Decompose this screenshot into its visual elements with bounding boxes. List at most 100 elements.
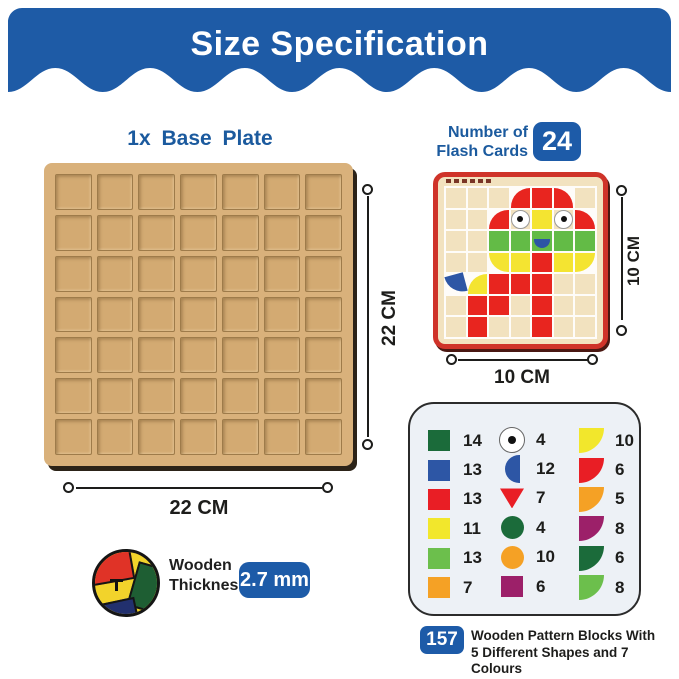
mosaic-cell bbox=[446, 252, 466, 273]
plate-cell bbox=[180, 337, 217, 374]
inventory-row: 11 bbox=[423, 514, 482, 543]
plate-cell bbox=[305, 419, 342, 455]
thickness-label-line2: Thickness bbox=[169, 577, 248, 594]
plate-cell bbox=[221, 378, 259, 415]
mosaic-cell bbox=[575, 274, 595, 294]
swatch-wrap bbox=[575, 457, 607, 483]
total-blocks-description: Wooden Pattern Blocks With 5 Different S… bbox=[471, 628, 679, 678]
square-swatch bbox=[428, 518, 450, 540]
dimension-endpoint bbox=[362, 184, 373, 195]
plate-cell bbox=[305, 214, 342, 251]
base-plate-title: 1x Base Plate bbox=[127, 127, 273, 150]
inventory-count: 13 bbox=[463, 489, 482, 509]
mosaic-cell bbox=[489, 188, 509, 208]
plate-cell bbox=[138, 337, 176, 374]
mosaic-cell bbox=[510, 317, 531, 337]
inventory-row: 12 bbox=[496, 454, 555, 484]
swatch-wrap bbox=[423, 430, 455, 452]
mosaic-cell bbox=[467, 295, 488, 316]
plate-cell bbox=[221, 419, 259, 455]
plate-cell bbox=[138, 419, 176, 455]
quarter-swatch bbox=[578, 545, 604, 571]
dimension-endpoint bbox=[63, 482, 74, 493]
smile-icon bbox=[534, 238, 551, 248]
plate-cell bbox=[55, 337, 92, 374]
header-banner: Size Specification bbox=[8, 8, 671, 104]
inventory-row: 6 bbox=[575, 544, 634, 573]
mosaic-cell bbox=[467, 274, 488, 294]
inventory-count: 11 bbox=[463, 518, 481, 538]
mosaic-cell bbox=[467, 209, 488, 230]
flash-card-width-label: 10 CM bbox=[494, 367, 550, 388]
caliper-mark bbox=[110, 579, 123, 591]
inventory-column-squares: 14 13 13 11 13 7 bbox=[423, 426, 482, 602]
mosaic-cell bbox=[446, 188, 466, 208]
mosaic-cell bbox=[532, 209, 552, 230]
inventory-count: 6 bbox=[536, 576, 546, 596]
mosaic-cell bbox=[532, 274, 552, 294]
quarter-swatch bbox=[578, 457, 604, 483]
flash-card-width-line bbox=[458, 359, 588, 361]
mosaic-cell bbox=[553, 188, 574, 208]
flash-cards-count-badge: 24 bbox=[533, 122, 581, 161]
mosaic-cell bbox=[575, 188, 595, 208]
mosaic-cell bbox=[510, 274, 531, 294]
inventory-row: 4 bbox=[496, 513, 555, 542]
mosaic-cell bbox=[575, 317, 595, 337]
inventory-row: 13 bbox=[423, 455, 482, 484]
mosaic-cell bbox=[575, 231, 595, 251]
swatch-wrap bbox=[496, 545, 528, 569]
mosaic-cell bbox=[444, 272, 468, 296]
mosaic-cell bbox=[446, 295, 466, 316]
dimension-endpoint bbox=[446, 354, 457, 365]
inventory-count: 12 bbox=[536, 459, 555, 479]
swatch-wrap bbox=[496, 576, 528, 598]
quarter-swatch bbox=[578, 486, 604, 512]
mosaic-cell bbox=[489, 252, 509, 273]
inventory-row: 13 bbox=[423, 544, 482, 573]
mosaic-cell bbox=[446, 209, 466, 230]
mosaic-cell bbox=[489, 295, 509, 316]
wooden-blocks-photo bbox=[92, 549, 160, 617]
base-plate-image bbox=[44, 163, 353, 466]
inventory-row: 6 bbox=[496, 572, 555, 601]
semicircle-swatch bbox=[504, 455, 520, 484]
inventory-row: 7 bbox=[496, 484, 555, 513]
mosaic-cell bbox=[553, 274, 574, 294]
plate-cell bbox=[263, 419, 301, 455]
inventory-count: 4 bbox=[536, 517, 546, 537]
plate-cell bbox=[55, 255, 92, 292]
circle-swatch bbox=[500, 545, 524, 569]
swatch-wrap bbox=[496, 488, 528, 509]
inventory-row: 6 bbox=[575, 455, 634, 484]
mosaic-cell bbox=[489, 209, 509, 230]
plate-cell bbox=[138, 255, 176, 292]
plate-cell bbox=[221, 174, 259, 210]
blue-block bbox=[95, 596, 139, 614]
circle-dot-swatch bbox=[499, 426, 525, 453]
flash-cards-label-line2: Flash Cards bbox=[436, 143, 528, 160]
inventory-column-shapes: 4 12 7 4 10 6 bbox=[496, 425, 555, 601]
square-swatch bbox=[428, 459, 450, 481]
mosaic-cell bbox=[575, 209, 595, 230]
dimension-endpoint bbox=[322, 482, 333, 493]
plate-cell bbox=[221, 337, 259, 374]
plate-cell bbox=[305, 378, 342, 415]
swatch-wrap bbox=[496, 516, 528, 540]
plate-cell bbox=[55, 174, 92, 210]
plate-cell bbox=[55, 419, 92, 455]
base-plate-height-line bbox=[367, 196, 369, 437]
inventory-count: 8 bbox=[615, 518, 625, 538]
base-plate-width-line bbox=[76, 487, 322, 489]
mosaic-cell bbox=[553, 295, 574, 316]
swatch-wrap bbox=[423, 577, 455, 599]
mosaic-cell bbox=[467, 252, 488, 273]
square-swatch bbox=[428, 430, 450, 452]
mosaic-cell bbox=[489, 317, 509, 337]
inventory-count: 13 bbox=[463, 548, 482, 568]
flash-cards-label-line1: Number of bbox=[448, 124, 528, 141]
plate-cell bbox=[96, 419, 134, 455]
plate-cell bbox=[180, 419, 217, 455]
dimension-endpoint bbox=[587, 354, 598, 365]
